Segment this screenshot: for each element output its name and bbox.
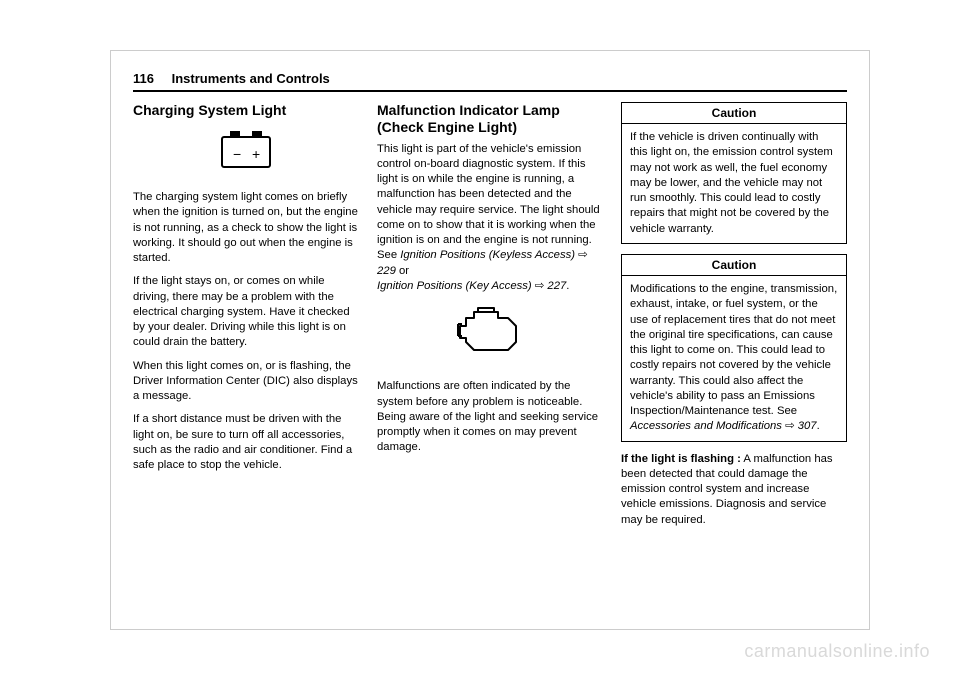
body-text: When this light comes on, or is flashing… [133, 359, 359, 405]
svg-text:+: + [252, 146, 260, 162]
engine-icon [377, 304, 603, 365]
watermark: carmanualsonline.info [744, 641, 930, 662]
page-number: 116 [133, 71, 154, 86]
lead-in: If the light is flashing : [621, 453, 741, 465]
caution-heading: Caution [622, 103, 846, 124]
svg-text:−: − [233, 146, 241, 162]
column-3: Caution If the vehicle is driven continu… [621, 102, 847, 536]
battery-icon: − + [133, 129, 359, 176]
body-text: If the light stays on, or comes on while… [133, 274, 359, 350]
caution-box: Caution Modifications to the engine, tra… [621, 254, 847, 442]
caution-body: If the vehicle is driven continually wit… [622, 124, 846, 243]
caution-box: Caution If the vehicle is driven continu… [621, 102, 847, 244]
column-1: Charging System Light − + The charging s… [133, 102, 359, 536]
cross-ref: Ignition Positions (Keyless Access) [400, 249, 575, 261]
body-text: If the light is flashing : A malfunction… [621, 452, 847, 528]
page-header: 116 Instruments and Controls [133, 71, 847, 92]
manual-page: 116 Instruments and Controls Charging Sy… [110, 50, 870, 630]
caution-body: Modifications to the engine, transmissio… [622, 276, 846, 441]
cross-ref: Accessories and Modifications [630, 420, 782, 432]
body-text: The charging system light comes on brief… [133, 190, 359, 266]
caution-heading: Caution [622, 255, 846, 276]
chapter-title: Instruments and Controls [172, 71, 330, 86]
content-columns: Charging System Light − + The charging s… [133, 102, 847, 536]
cross-ref: Ignition Positions (Key Access) [377, 280, 532, 292]
section-heading: Malfunction Indicator Lamp (Check Engine… [377, 102, 603, 136]
body-text: If a short distance must be driven with … [133, 412, 359, 473]
column-2: Malfunction Indicator Lamp (Check Engine… [377, 102, 603, 536]
body-text: Malfunctions are often indicated by the … [377, 379, 603, 455]
body-text: This light is part of the vehicle's emis… [377, 142, 603, 295]
section-heading: Charging System Light [133, 102, 359, 119]
